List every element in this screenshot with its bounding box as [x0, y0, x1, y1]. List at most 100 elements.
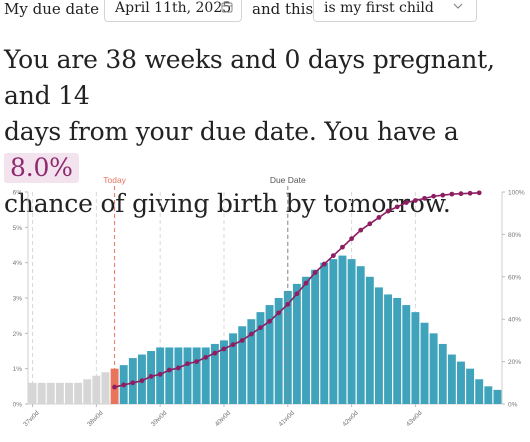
probability-bar — [165, 347, 174, 404]
cumulative-point — [258, 325, 263, 331]
probability-bar — [302, 276, 310, 404]
cumulative-point — [467, 190, 473, 196]
cumulative-point — [176, 365, 181, 371]
probability-bar — [65, 382, 73, 404]
probability-bar — [411, 312, 420, 404]
summary-line-1: You are 38 weeks and 0 days pregnant, an… — [4, 45, 495, 110]
cumulative-point — [157, 371, 163, 377]
probability-bar — [311, 269, 320, 404]
birth-probability-chart: 0% 1% 2% 3% 4% 5% 6% 0% 20% 40% 60% 80% 100% 37w0d 38w… — [13, 175, 525, 428]
due-date-input[interactable]: April 11th, 2025 — [104, 0, 242, 22]
x-tick-label: 43w0d — [405, 409, 424, 428]
probability-bar — [447, 354, 456, 404]
left-tick-label: 5% — [13, 225, 23, 232]
cumulative-point — [403, 200, 409, 205]
cumulative-point — [185, 361, 190, 367]
probability-bar — [365, 276, 374, 404]
child-select-value: is my first child — [324, 0, 434, 16]
cumulative-point — [321, 261, 327, 267]
right-tick-label: 80% — [508, 232, 521, 239]
cumulative-point — [148, 374, 154, 379]
due-date-marker-label: Due Date — [270, 175, 306, 185]
birth-probability-badge: 8.0% — [4, 153, 79, 183]
probability-bar — [338, 255, 347, 404]
cumulative-point — [440, 192, 446, 198]
left-tick-label: 0% — [13, 402, 23, 409]
probability-bar — [466, 368, 475, 404]
cumulative-point — [340, 244, 345, 250]
cumulative-point — [294, 291, 300, 297]
chevron-down-icon[interactable] — [452, 0, 464, 12]
x-tick-label: 38w0d — [86, 409, 105, 428]
cumulative-point — [358, 227, 364, 233]
probability-bar — [28, 382, 37, 404]
summary-text: You are 38 weeks and 0 days pregnant, an… — [4, 42, 524, 222]
summary-line-2-text: days from your due date. You have a — [4, 117, 459, 146]
probability-bar — [420, 322, 429, 404]
cumulative-point — [449, 191, 455, 197]
left-tick-label: 4% — [13, 260, 23, 267]
due-date-value: April 11th, 2025 — [115, 0, 232, 16]
probability-bar — [74, 382, 83, 404]
cumulative-point — [212, 350, 218, 356]
cumulative-point — [303, 280, 309, 286]
cumulative-point — [121, 382, 127, 388]
probability-bar — [274, 298, 283, 404]
probability-bar — [438, 343, 447, 404]
calendar-icon[interactable] — [221, 1, 233, 13]
cumulative-point — [194, 359, 200, 364]
probability-bar — [83, 379, 92, 404]
cumulative-point — [166, 367, 172, 373]
left-tick-label: 6% — [13, 190, 23, 197]
cumulative-point — [285, 301, 291, 307]
cumulative-point — [385, 208, 391, 214]
right-tick-label: 100% — [508, 190, 525, 197]
cumulative-point — [330, 253, 336, 258]
probability-bar — [238, 326, 247, 404]
probability-bar — [356, 266, 365, 404]
cumulative-point — [203, 354, 209, 360]
cumulative-point — [458, 191, 464, 197]
right-tick-label: 40% — [508, 317, 521, 324]
cumulative-point — [267, 318, 272, 324]
right-tick-label: 60% — [508, 274, 521, 281]
x-tick-label: 40w0d — [214, 409, 233, 428]
cumulative-point — [276, 310, 282, 316]
probability-bar — [229, 333, 238, 404]
probability-bar — [475, 379, 484, 404]
cumulative-point — [422, 195, 427, 201]
cumulative-point — [139, 378, 145, 384]
probability-bar — [183, 347, 192, 404]
cumulative-point — [349, 236, 354, 242]
right-tick-label: 20% — [508, 359, 521, 366]
right-tick-label: 0% — [508, 402, 518, 409]
cumulative-point — [476, 190, 482, 196]
probability-bar — [384, 294, 393, 404]
probability-bar — [457, 361, 465, 404]
probability-bar — [329, 259, 338, 404]
probability-bar — [101, 372, 110, 404]
today-marker-label: Today — [103, 175, 126, 185]
due-date-form: My due date is April 11th, 2025 and this… — [0, 0, 530, 24]
probability-bar — [347, 259, 356, 404]
probability-bar — [429, 333, 438, 404]
cumulative-point — [431, 193, 437, 199]
x-tick-label: 37w0d — [22, 409, 41, 428]
probability-bar — [265, 305, 274, 404]
due-date-label: My due date is — [4, 0, 117, 18]
probability-bar — [493, 389, 502, 404]
cumulative-point — [413, 198, 418, 203]
cumulative-point — [239, 338, 245, 343]
probability-bar — [210, 343, 219, 404]
probability-bar — [201, 347, 210, 404]
left-tick-label: 2% — [13, 331, 23, 338]
cumulative-point — [221, 346, 227, 352]
child-select[interactable]: is my first child — [313, 0, 477, 22]
probability-bar — [46, 382, 55, 404]
cumulative-point — [312, 270, 318, 275]
cumulative-point — [130, 380, 136, 386]
probability-bar — [174, 347, 183, 404]
probability-bar — [320, 262, 329, 404]
probability-bar — [393, 298, 402, 404]
x-tick-label: 39w0d — [150, 409, 169, 428]
